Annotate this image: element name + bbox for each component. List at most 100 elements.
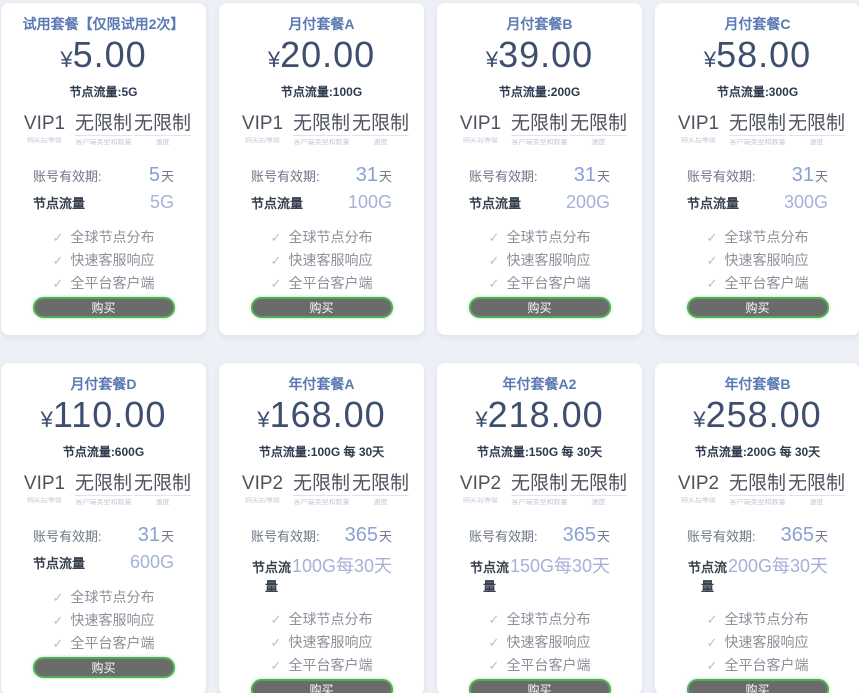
feature-label: 全平台客户端: [288, 275, 373, 291]
plan-details: 账号有效期: 5天 节点流量 5G: [11, 164, 196, 218]
feature-label: 全球节点分布: [506, 611, 591, 627]
feature-item: ✓ 快速客服响应: [707, 251, 809, 270]
check-icon: ✓: [270, 635, 282, 650]
limit-level: VIP1 购买后等级: [15, 474, 74, 507]
feature-list: ✓ 全球节点分布 ✓ 快速客服响应 ✓ 全平台客户端: [707, 610, 809, 679]
validity-number: 31: [137, 524, 160, 546]
buy-button[interactable]: 购买: [468, 297, 611, 318]
limit-level: VIP2 购买后等级: [233, 474, 292, 507]
plan-level-caption: 购买后等级: [463, 497, 498, 504]
plan-level-value: VIP1: [23, 473, 66, 494]
traffic-label: 节点流量: [687, 560, 727, 594]
feature-label: 全球节点分布: [724, 229, 809, 245]
plan-level-caption: 购买后等级: [463, 137, 498, 144]
plan-details: 账号有效期: 365天 节点流量 150G每30天: [447, 524, 632, 600]
plan-clients-value: 无限制: [292, 113, 350, 136]
feature-label: 全平台客户端: [724, 657, 809, 673]
plan-price: ¥5.00: [60, 36, 146, 82]
traffic-row: 节点流量 600G: [33, 552, 174, 573]
check-icon: ✓: [706, 230, 718, 245]
validity-value: 31天: [356, 164, 392, 187]
plan-details: 账号有效期: 31天 节点流量 300G: [665, 164, 850, 218]
currency-symbol: ¥: [267, 47, 281, 72]
feature-label: 全球节点分布: [70, 589, 155, 605]
feature-label: 全平台客户端: [506, 275, 591, 291]
check-icon: ✓: [706, 253, 718, 268]
buy-button[interactable]: 购买: [32, 297, 175, 318]
traffic-label: 节点流量: [687, 196, 740, 211]
plan-limits-row: VIP2 购买后等级 无限制 客户端类型和数量 无限制 速度: [229, 474, 414, 507]
plan-clients-caption: 客户端类型和数量: [75, 499, 132, 506]
check-icon: ✓: [52, 230, 64, 245]
buy-button[interactable]: 购买: [250, 297, 393, 318]
traffic-label: 节点流量: [33, 196, 86, 211]
traffic-value: 200G每30天: [727, 556, 828, 576]
limit-speed: 无限制 速度: [351, 114, 410, 147]
buy-button[interactable]: 购买: [686, 679, 829, 693]
currency-symbol: ¥: [257, 407, 270, 432]
limit-level: VIP1 购买后等级: [451, 114, 510, 147]
limit-level: VIP1 购买后等级: [233, 114, 292, 147]
plan-clients-value: 无限制: [728, 113, 786, 136]
check-icon: ✓: [488, 635, 500, 650]
plan-card: 月付套餐D ¥110.00 节点流量:600G VIP1 购买后等级 无限制 客…: [1, 363, 206, 693]
plan-clients-value: 无限制: [74, 473, 132, 496]
plan-card: 月付套餐C ¥58.00 节点流量:300G VIP1 购买后等级 无限制 客户…: [655, 3, 859, 335]
check-icon: ✓: [488, 230, 500, 245]
plan-title: 年付套餐A2: [502, 376, 577, 392]
price-amount: 58.00: [716, 34, 812, 75]
feature-label: 全球节点分布: [70, 229, 155, 245]
buy-button[interactable]: 购买: [468, 679, 611, 693]
validity-number: 365: [562, 524, 596, 546]
currency-symbol: ¥: [693, 407, 706, 432]
validity-number: 31: [791, 164, 814, 186]
validity-number: 365: [344, 524, 378, 546]
currency-symbol: ¥: [475, 407, 488, 432]
plan-title: 月付套餐B: [506, 16, 573, 32]
validity-row: 账号有效期: 365天: [251, 524, 392, 547]
plan-level-caption: 购买后等级: [245, 137, 280, 144]
plan-speed-value: 无限制: [351, 473, 409, 496]
plan-clients-value: 无限制: [74, 113, 132, 136]
validity-unit: 天: [160, 169, 174, 184]
feature-label: 快速客服响应: [724, 634, 809, 650]
feature-list: ✓ 全球节点分布 ✓ 快速客服响应 ✓ 全平台客户端: [271, 610, 373, 679]
plan-card: 年付套餐B ¥258.00 节点流量:200G 每 30天 VIP2 购买后等级…: [655, 363, 859, 693]
traffic-row: 节点流量 200G每30天: [687, 552, 828, 595]
limit-clients: 无限制 客户端类型和数量: [510, 474, 569, 507]
plan-limits-row: VIP1 购买后等级 无限制 客户端类型和数量 无限制 速度: [447, 114, 632, 147]
plan-limits-row: VIP1 购买后等级 无限制 客户端类型和数量 无限制 速度: [229, 114, 414, 147]
feature-item: ✓ 全平台客户端: [489, 656, 591, 675]
check-icon: ✓: [52, 253, 64, 268]
feature-label: 快速客服响应: [288, 634, 373, 650]
traffic-row: 节点流量 100G每30天: [251, 552, 392, 595]
check-icon: ✓: [706, 276, 718, 291]
price-amount: 110.00: [52, 394, 167, 435]
plan-speed-value: 无限制: [787, 473, 845, 496]
check-icon: ✓: [706, 612, 718, 627]
limit-clients: 无限制 客户端类型和数量: [74, 474, 133, 507]
feature-list: ✓ 全球节点分布 ✓ 快速客服响应 ✓ 全平台客户端: [53, 588, 155, 657]
plan-clients-caption: 客户端类型和数量: [729, 139, 786, 146]
plan-card: 年付套餐A ¥168.00 节点流量:100G 每 30天 VIP2 购买后等级…: [219, 363, 424, 693]
plan-limits-row: VIP2 购买后等级 无限制 客户端类型和数量 无限制 速度: [447, 474, 632, 507]
plan-level-caption: 购买后等级: [681, 137, 716, 144]
buy-button[interactable]: 购买: [32, 657, 175, 678]
buy-button[interactable]: 购买: [686, 297, 829, 318]
feature-item: ✓ 全球节点分布: [707, 228, 809, 247]
feature-item: ✓ 全平台客户端: [53, 274, 155, 293]
buy-button[interactable]: 购买: [250, 679, 393, 693]
validity-number: 365: [780, 524, 814, 546]
validity-row: 账号有效期: 31天: [33, 524, 174, 547]
feature-item: ✓ 快速客服响应: [707, 633, 809, 652]
plan-speed-value: 无限制: [351, 113, 409, 136]
feature-item: ✓ 全球节点分布: [53, 228, 155, 247]
price-amount: 20.00: [280, 34, 376, 75]
validity-number: 5: [148, 164, 160, 186]
feature-item: ✓ 全平台客户端: [707, 274, 809, 293]
plan-speed-value: 无限制: [787, 113, 845, 136]
plan-card: 试用套餐【仅限试用2次】 ¥5.00 节点流量:5G VIP1 购买后等级 无限…: [1, 3, 206, 335]
plan-speed-caption: 速度: [591, 139, 606, 146]
limit-speed: 无限制 速度: [133, 474, 192, 507]
validity-number: 31: [355, 164, 378, 186]
